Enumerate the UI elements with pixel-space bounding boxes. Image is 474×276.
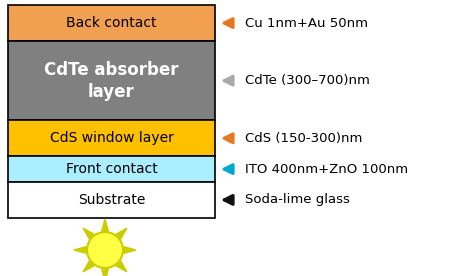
Polygon shape xyxy=(74,246,86,253)
Polygon shape xyxy=(83,228,94,239)
Bar xyxy=(8,120,215,156)
Text: Soda-lime glass: Soda-lime glass xyxy=(245,193,350,206)
Polygon shape xyxy=(83,261,94,272)
Text: CdTe (300–700)nm: CdTe (300–700)nm xyxy=(245,74,370,87)
Bar xyxy=(8,41,215,120)
Text: CdS window layer: CdS window layer xyxy=(50,131,173,145)
Text: CdS (150-300)nm: CdS (150-300)nm xyxy=(245,132,363,145)
Polygon shape xyxy=(116,261,127,272)
Circle shape xyxy=(87,232,123,268)
Text: Back contact: Back contact xyxy=(66,16,157,30)
Polygon shape xyxy=(124,246,136,253)
Polygon shape xyxy=(101,269,109,276)
Polygon shape xyxy=(101,219,109,231)
Text: CdTe absorber
layer: CdTe absorber layer xyxy=(44,61,179,101)
Bar xyxy=(8,182,215,218)
Polygon shape xyxy=(116,228,127,239)
Text: Cu 1nm+Au 50nm: Cu 1nm+Au 50nm xyxy=(245,17,368,30)
Bar xyxy=(8,156,215,182)
Text: Substrate: Substrate xyxy=(78,193,145,207)
Text: ITO 400nm+ZnO 100nm: ITO 400nm+ZnO 100nm xyxy=(245,163,408,176)
Bar xyxy=(8,5,215,41)
Text: Front contact: Front contact xyxy=(65,162,157,176)
